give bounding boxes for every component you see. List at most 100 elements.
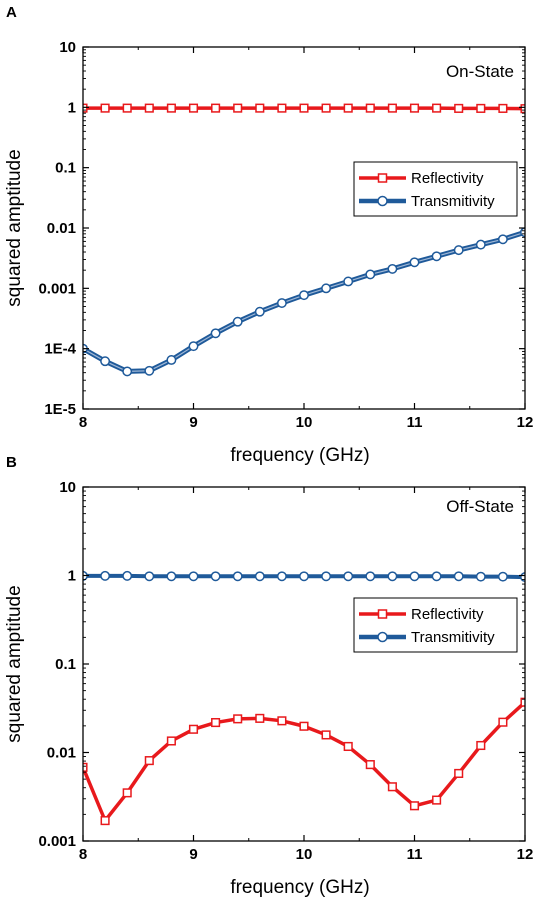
data-point	[387, 571, 398, 582]
legend-label: Reflectivity	[411, 606, 484, 623]
data-point	[453, 245, 464, 256]
data-point	[299, 103, 309, 113]
data-point	[188, 341, 199, 352]
data-point	[387, 103, 397, 113]
data-point	[365, 571, 376, 582]
legend: Reflectivity Transmitivity	[353, 161, 518, 217]
x-tick-label: 9	[189, 414, 197, 431]
panel-label: A	[6, 4, 17, 21]
data-point	[122, 366, 133, 377]
data-point	[122, 103, 132, 113]
x-axis-label: frequency (GHz)	[230, 877, 369, 898]
data-point	[188, 571, 199, 582]
data-point	[343, 276, 354, 287]
data-point	[520, 697, 525, 707]
y-tick-label: 0.1	[55, 656, 76, 673]
panel-label: B	[6, 454, 17, 471]
data-point	[497, 571, 508, 582]
data-point	[144, 756, 154, 766]
data-point	[454, 103, 464, 113]
state-annotation: On-State	[446, 62, 514, 81]
data-point	[299, 290, 309, 301]
y-tick-label: 1E-4	[44, 341, 76, 358]
data-point	[254, 571, 265, 582]
data-point	[255, 103, 265, 113]
chart-panel-A: A 8 9 10 11 12 10 1 0.1 0.01 0.001 1E-4 1E-5 frequenc…	[4, 4, 533, 466]
plot-frame	[82, 46, 526, 410]
data-point	[520, 104, 525, 114]
data-point	[343, 741, 353, 752]
data-point	[432, 103, 442, 113]
data-point	[144, 103, 154, 113]
x-tick-label: 10	[296, 846, 313, 863]
data-point	[100, 103, 110, 113]
data-point	[453, 571, 464, 582]
y-tick-label: 10	[59, 39, 76, 56]
y-tick-label: 10	[59, 479, 76, 496]
data-point	[166, 571, 177, 582]
data-point	[299, 571, 309, 582]
data-point	[188, 103, 199, 113]
data-point	[276, 298, 287, 309]
data-point	[387, 263, 398, 274]
y-tick-label: 0.1	[55, 160, 76, 177]
data-point	[476, 103, 486, 113]
data-point	[166, 736, 176, 746]
data-point	[497, 234, 508, 245]
x-tick-label: 11	[407, 414, 423, 431]
x-tick-label: 9	[189, 846, 197, 863]
data-point	[233, 714, 243, 724]
y-axis-label: squared amptitude	[4, 585, 25, 742]
y-tick-label: 1E-5	[44, 401, 76, 418]
data-point	[343, 571, 354, 582]
data-point	[431, 571, 442, 582]
data-point	[100, 816, 110, 826]
y-axis-label: squared amptitude	[4, 149, 25, 306]
plot-frame	[82, 486, 526, 842]
y-tick-label: 0.01	[47, 745, 76, 762]
data-point	[321, 283, 332, 294]
data-point	[409, 801, 420, 811]
data-point	[343, 103, 353, 113]
y-tick-label: 0.001	[38, 280, 76, 297]
data-point	[321, 730, 331, 740]
x-tick-label: 12	[517, 414, 534, 431]
data-point	[475, 239, 486, 250]
data-point	[122, 570, 133, 581]
data-point	[188, 724, 199, 734]
data-point	[431, 251, 442, 262]
data-point	[210, 571, 221, 582]
data-point	[166, 355, 177, 365]
data-point	[365, 269, 376, 280]
data-point	[277, 103, 287, 113]
legend-label: Transmitivity	[411, 193, 495, 210]
legend-box	[353, 161, 518, 217]
series-reflectivity	[83, 103, 525, 114]
data-point	[232, 316, 243, 327]
data-point	[254, 306, 265, 317]
data-point	[122, 788, 132, 798]
data-point	[232, 571, 243, 582]
legend-marker	[377, 173, 388, 183]
legend-label: Transmitivity	[411, 629, 495, 646]
y-tick-label: 0.001	[38, 833, 76, 850]
y-tick-label: 1	[68, 99, 76, 116]
data-point	[211, 717, 221, 728]
legend: Reflectivity Transmitivity	[353, 597, 518, 653]
data-point	[277, 716, 287, 726]
y-tick-label: 1	[68, 568, 76, 585]
data-point	[144, 571, 155, 582]
data-point	[409, 571, 420, 582]
data-point	[365, 760, 375, 770]
data-point	[144, 365, 155, 376]
data-point	[233, 103, 243, 113]
data-point	[255, 713, 265, 723]
data-point	[83, 103, 88, 113]
data-point	[211, 103, 221, 113]
legend-box	[353, 597, 518, 653]
data-point	[210, 328, 221, 339]
data-point	[475, 571, 486, 582]
legend-marker	[377, 631, 388, 643]
x-tick-label: 11	[407, 846, 423, 863]
